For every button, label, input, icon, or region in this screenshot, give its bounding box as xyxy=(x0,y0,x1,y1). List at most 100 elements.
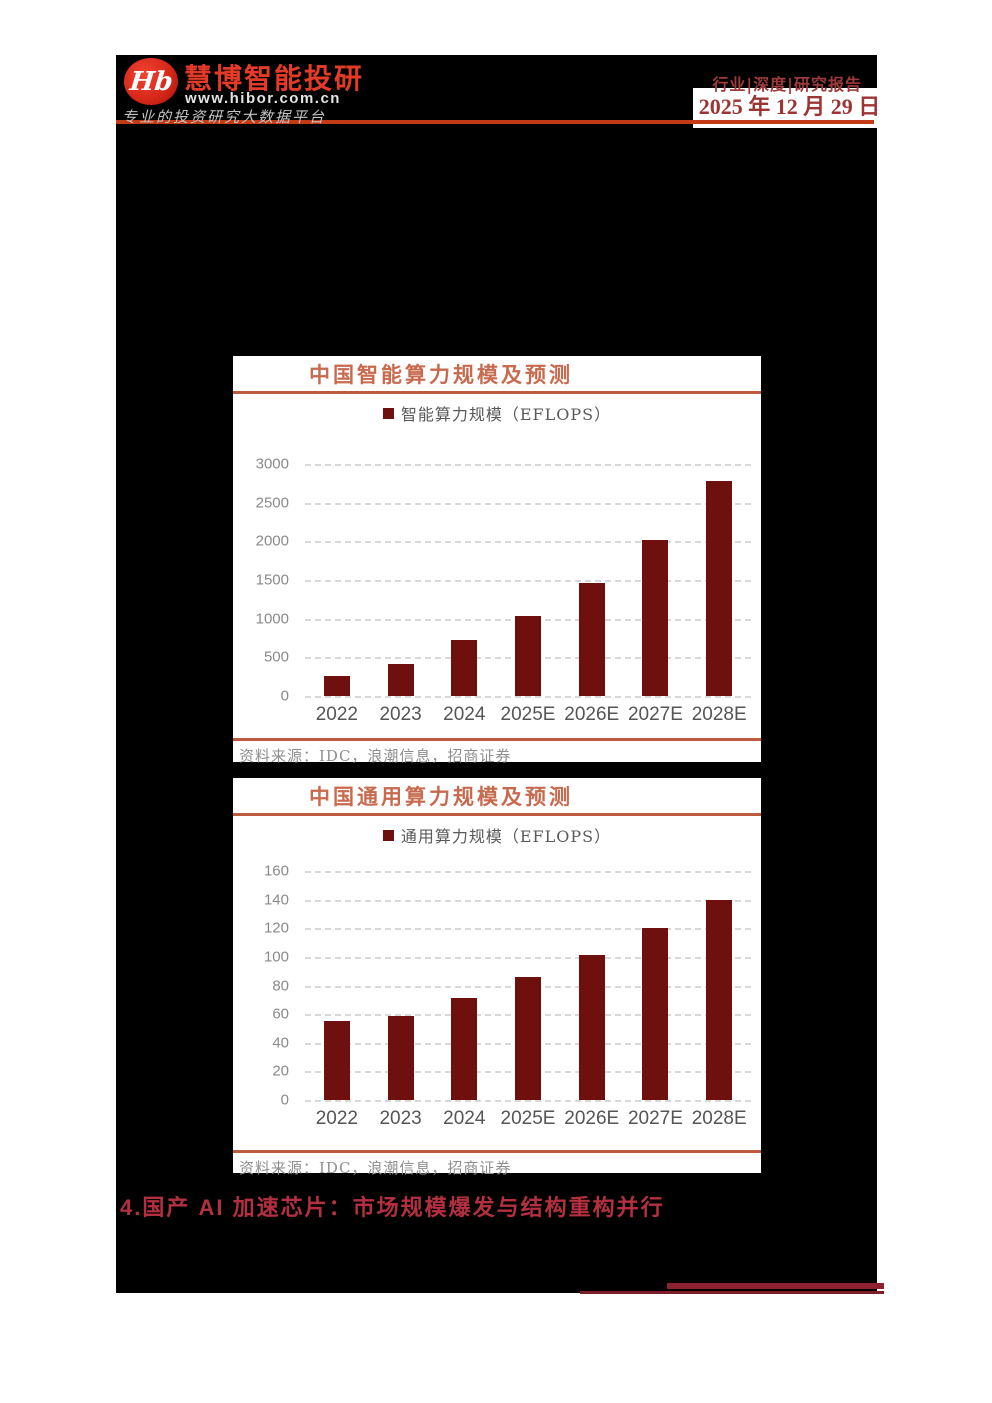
y-axis-tick-label: 160 xyxy=(263,862,289,880)
x-axis-labels: 2022 2023 2024 2025E 2026E 2027E 2028E xyxy=(305,1108,751,1130)
chart-title-rule xyxy=(233,813,761,816)
brand-name: 慧博智能投研 xyxy=(184,63,365,94)
source-divider xyxy=(233,738,761,741)
bar xyxy=(578,583,605,696)
bar-slot xyxy=(687,464,751,696)
bar-slot xyxy=(496,464,560,696)
y-axis-tick-label: 2000 xyxy=(255,532,289,550)
bar-slot xyxy=(305,464,369,696)
gridline xyxy=(305,899,751,902)
bar-slot xyxy=(496,871,560,1100)
source-note: 资料来源：IDC，浪潮信息，招商证券 xyxy=(239,747,512,765)
report-date: 2025 年 12 月 29 日 xyxy=(698,94,881,119)
bar xyxy=(515,615,542,696)
gridline xyxy=(305,541,751,544)
chart-general-computing-power: 中国通用算力规模及预测通用算力规模（EFLOPS） 160 140 120 100 80 6… xyxy=(233,778,761,1177)
logo-monogram: Hb xyxy=(128,66,174,97)
bar-slot xyxy=(624,464,688,696)
header-divider xyxy=(116,120,874,124)
chart-legend: 智能算力规模（EFLOPS） xyxy=(233,403,761,424)
brand-tagline: 专业的投资研究大数据平台 xyxy=(122,108,327,126)
gridline xyxy=(305,1100,751,1102)
y-axis-tick-label: 140 xyxy=(263,891,289,909)
bar xyxy=(387,1015,414,1100)
legend-label: 通用算力规模（EFLOPS） xyxy=(400,827,612,846)
footer-divider-thin xyxy=(580,1291,884,1294)
bar xyxy=(323,1021,350,1100)
legend-swatch-icon xyxy=(382,829,394,841)
bar xyxy=(706,899,733,1100)
chart-title-rule xyxy=(233,391,761,394)
gridline xyxy=(305,928,751,931)
x-axis-tick-label: 2026E xyxy=(564,1108,620,1129)
footer-divider-thick xyxy=(667,1283,884,1289)
x-axis-tick-label: 2027E xyxy=(627,1108,683,1129)
y-axis-tick-label: 20 xyxy=(272,1062,289,1080)
y-axis-tick-label: 0 xyxy=(280,687,289,705)
hibor-logo-icon: Hb xyxy=(124,58,178,105)
bar xyxy=(578,955,605,1100)
y-axis-tick-label: 120 xyxy=(263,919,289,937)
gridline xyxy=(305,464,751,466)
bar xyxy=(706,480,733,696)
gridline xyxy=(305,502,751,505)
bar-slot xyxy=(687,871,751,1100)
bar xyxy=(642,539,669,696)
bar-slot xyxy=(369,464,433,696)
bar-slot xyxy=(369,871,433,1100)
chart-plot-area: 3000 2500 2000 1500 1000 500 0 xyxy=(256,456,751,705)
bars-group xyxy=(305,871,751,1100)
report-type-label: 行业|深度|研究报告 xyxy=(712,75,862,94)
gridline xyxy=(305,871,751,873)
chart-legend: 通用算力规模（EFLOPS） xyxy=(233,825,761,846)
y-axis-tick-label: 1000 xyxy=(255,610,289,628)
y-axis-tick-label: 1500 xyxy=(255,571,289,589)
gridline xyxy=(305,956,751,959)
chart-title: 中国通用算力规模及预测 xyxy=(309,784,573,809)
bar-slot xyxy=(432,464,496,696)
x-axis-tick-label: 2023 xyxy=(379,1108,422,1129)
y-axis-tick-label: 3000 xyxy=(255,455,289,473)
x-axis-tick-label: 2023 xyxy=(379,704,422,725)
bar-slot xyxy=(624,871,688,1100)
chart-intelligent-computing-power: 中国智能算力规模及预测智能算力规模（EFLOPS） 3000 2500 2000 150… xyxy=(233,356,761,765)
bar xyxy=(642,928,669,1100)
source-divider xyxy=(233,1150,761,1153)
x-axis-tick-label: 2024 xyxy=(443,1108,486,1129)
x-axis-tick-label: 2024 xyxy=(443,704,486,725)
x-axis-tick-label: 2025E xyxy=(500,704,556,725)
y-axis-tick-label: 2500 xyxy=(255,494,289,512)
section-heading: 4.国产 AI 加速芯片：市场规模爆发与结构重构并行 xyxy=(120,1195,665,1220)
x-axis-tick-label: 2028E xyxy=(691,704,747,725)
x-axis-tick-label: 2028E xyxy=(691,1108,747,1129)
y-axis-tick-label: 40 xyxy=(272,1034,289,1052)
legend-label: 智能算力规模（EFLOPS） xyxy=(400,405,612,424)
bar xyxy=(515,976,542,1100)
y-axis-tick-label: 80 xyxy=(272,977,289,994)
chart-plot-area: 160 140 120 100 80 60 40 20 0 xyxy=(264,863,751,1109)
bar-slot xyxy=(560,464,624,696)
bar xyxy=(323,675,350,696)
bar-slot xyxy=(305,871,369,1100)
x-axis-labels: 2022 2023 2024 2025E 2026E 2027E 2028E xyxy=(305,704,751,726)
legend-swatch-icon xyxy=(382,407,394,419)
chart-title: 中国智能算力规模及预测 xyxy=(309,362,573,387)
bar xyxy=(451,639,478,696)
x-axis-tick-label: 2026E xyxy=(564,704,620,725)
y-axis-tick-label: 500 xyxy=(263,648,289,666)
x-axis-tick-label: 2022 xyxy=(315,1108,358,1129)
brand-url: www.hibor.com.cn xyxy=(185,90,341,107)
source-note: 资料来源：IDC，浪潮信息，招商证券 xyxy=(239,1159,512,1177)
y-axis-tick-label: 100 xyxy=(263,948,289,966)
y-axis-tick-label: 60 xyxy=(272,1005,289,1023)
bar xyxy=(451,998,478,1100)
y-axis-tick-label: 0 xyxy=(280,1091,289,1109)
bars-group xyxy=(305,464,751,696)
bar xyxy=(387,663,414,696)
gridline xyxy=(305,696,751,698)
gridline xyxy=(305,580,751,582)
x-axis-tick-label: 2025E xyxy=(500,1108,556,1129)
bar-slot xyxy=(560,871,624,1100)
x-axis-tick-label: 2027E xyxy=(627,704,683,725)
